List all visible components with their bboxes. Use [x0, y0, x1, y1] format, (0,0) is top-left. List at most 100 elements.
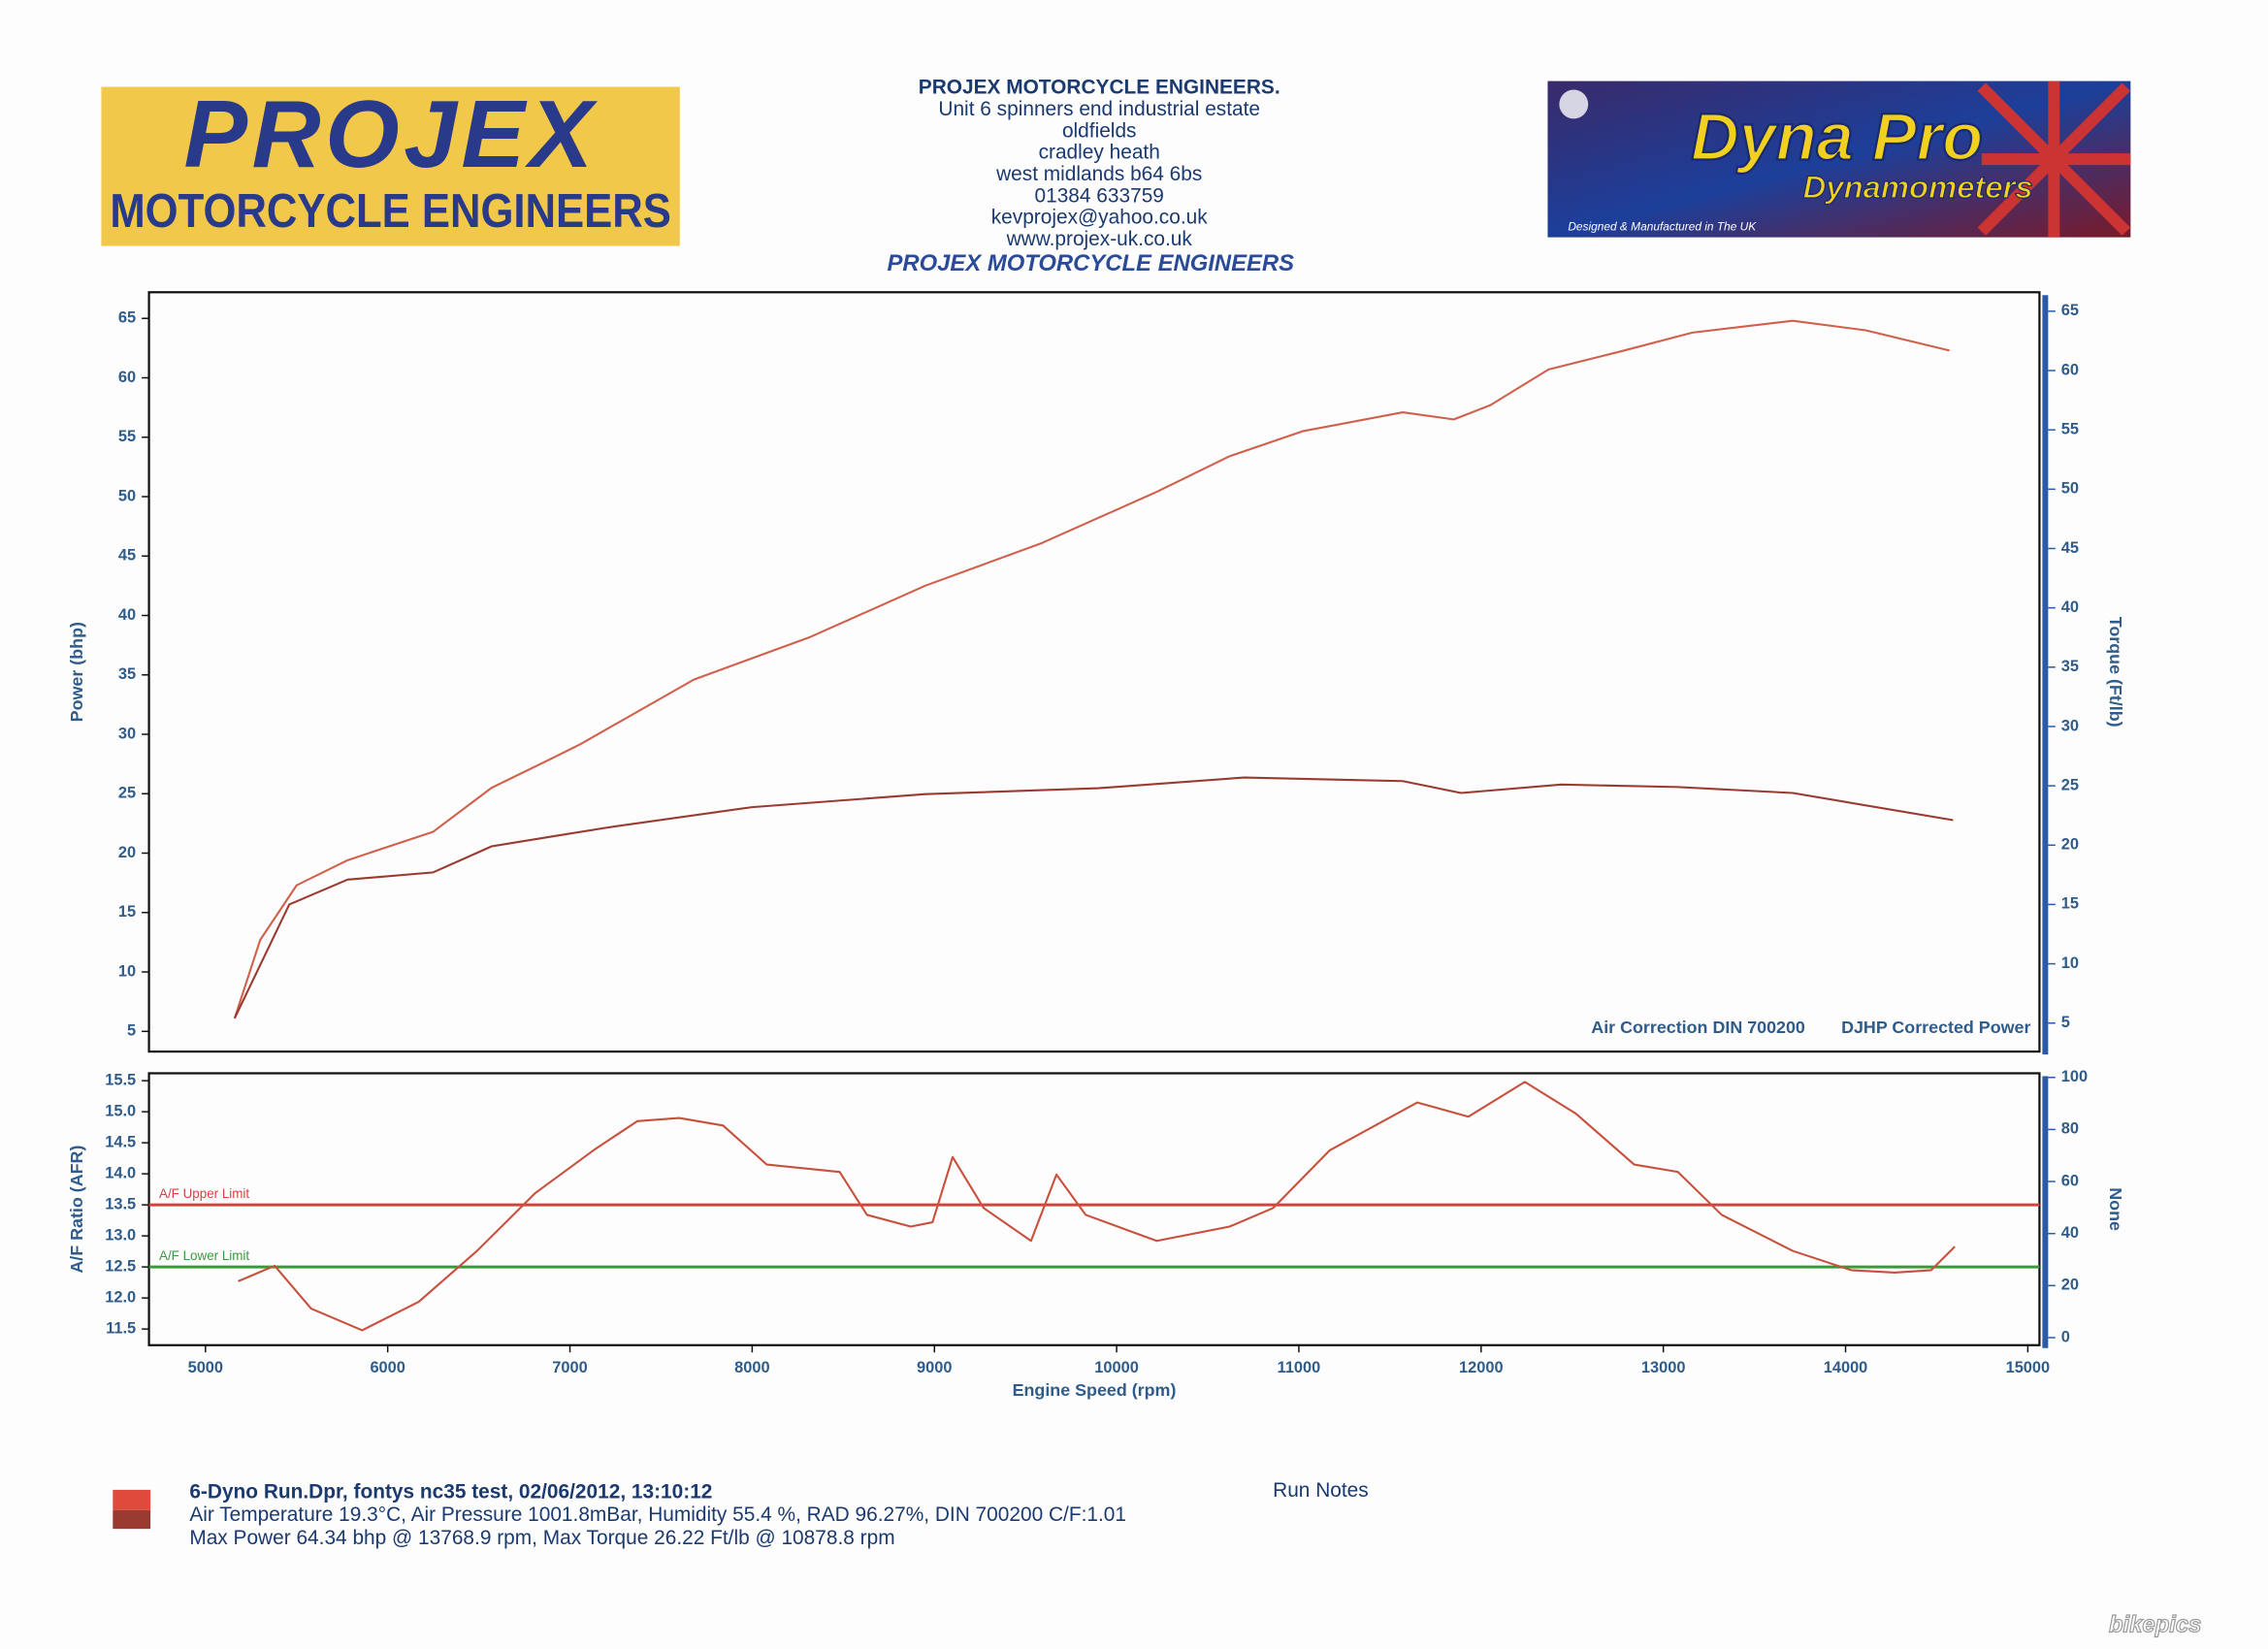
address-line: PROJEX MOTORCYCLE ENGINEERS. — [919, 77, 1280, 99]
logo-bg — [101, 86, 680, 246]
plot-frame — [147, 291, 2041, 1053]
logo-note: Designed & Manufactured in The UK — [1568, 219, 1757, 233]
data-line — [233, 319, 1950, 1019]
y2-tick-label: 0 — [2061, 1328, 2070, 1345]
y-tick-label: 50 — [118, 487, 136, 504]
y2-tick-label: 50 — [2061, 480, 2079, 498]
logo-subtitle: MOTORCYCLE ENGINEERS — [110, 184, 671, 238]
y-tick-label: 14.5 — [105, 1133, 136, 1150]
logo-title: Dyna Pro — [1691, 99, 1983, 174]
y-tick-label: 25 — [118, 785, 136, 802]
axis-bar — [2042, 295, 2049, 1055]
address-line: cradley heath — [1039, 142, 1160, 164]
y2-tick-label: 20 — [2061, 836, 2079, 854]
x-tick-label: 14000 — [1824, 1359, 1868, 1376]
annotation: Air Correction DIN 700200 — [1591, 1018, 1805, 1037]
address-line: Unit 6 spinners end industrial estate — [938, 98, 1260, 120]
y-tick-label: 45 — [118, 547, 136, 565]
x-tick-label: 13000 — [1641, 1359, 1686, 1376]
y2-tick-label: 30 — [2061, 717, 2079, 734]
logo-subtitle: Dynamometers — [1803, 169, 2033, 205]
data-line — [233, 776, 1954, 1019]
y2-tick-label: 100 — [2061, 1068, 2088, 1085]
y-axis-title: Power (bhp) — [67, 622, 86, 722]
heading: PROJEX MOTORCYCLE ENGINEERS — [887, 250, 1294, 276]
y-tick-label: 60 — [118, 369, 136, 386]
run-max: Max Power 64.34 bhp @ 13768.9 rpm, Max T… — [189, 1527, 894, 1549]
run-title: 6-Dyno Run.Dpr, fontys nc35 test, 02/06/… — [189, 1480, 712, 1503]
y2-tick-label: 60 — [2061, 361, 2079, 378]
y-tick-label: 11.5 — [106, 1319, 136, 1337]
y2-tick-label: 35 — [2061, 658, 2079, 675]
axis-bar — [2042, 1076, 2049, 1348]
y-tick-label: 12.5 — [105, 1257, 136, 1275]
x-tick-label: 10000 — [1094, 1359, 1139, 1376]
watermark: bikepics — [2109, 1611, 2201, 1637]
address-line: 01384 633759 — [1035, 184, 1164, 207]
run-conditions: Air Temperature 19.3°C, Air Pressure 100… — [189, 1504, 1126, 1526]
y-tick-label: 15.5 — [105, 1071, 136, 1088]
flare — [1559, 89, 1589, 119]
y2-tick-label: 15 — [2061, 895, 2079, 913]
x-tick-label: 15000 — [2006, 1359, 2051, 1376]
x-tick-label: 8000 — [734, 1359, 769, 1376]
charts: 5 10 15 20 25 30 35 40 45 50 55 60 65 5 10 15 20 25 30 35 40… — [67, 291, 2125, 1400]
x-tick-label: 7000 — [552, 1359, 587, 1376]
logo-left: PROJEX MOTORCYCLE ENGINEERS — [101, 81, 680, 246]
annotation: DJHP Corrected Power — [1841, 1018, 2030, 1037]
swatch — [113, 1509, 151, 1530]
y-tick-label: 14.0 — [105, 1164, 136, 1181]
y-axis-title: A/F Ratio (AFR) — [67, 1146, 86, 1274]
y2-axis-title: Torque (Ft/lb) — [2106, 617, 2125, 728]
y2-tick-label: 40 — [2061, 1224, 2079, 1242]
y-tick-label: 35 — [118, 665, 136, 683]
x-axis-title: Engine Speed (rpm) — [1013, 1380, 1177, 1400]
limit-label: A/F Upper Limit — [159, 1186, 249, 1201]
y2-tick-label: 20 — [2061, 1277, 2079, 1294]
y2-tick-label: 10 — [2061, 954, 2079, 972]
y-tick-label: 55 — [118, 428, 136, 445]
y-tick-label: 20 — [118, 844, 136, 861]
address-line: www.projex-uk.co.uk — [1006, 228, 1193, 250]
y2-tick-label: 25 — [2061, 776, 2079, 793]
address: PROJEX MOTORCYCLE ENGINEERS.Unit 6 spinn… — [919, 77, 1280, 251]
y-tick-label: 5 — [127, 1022, 136, 1040]
flag — [1977, 81, 2131, 238]
y2-tick-label: 40 — [2061, 598, 2079, 616]
run-notes: Run Notes — [1273, 1479, 1369, 1502]
limit-label: A/F Lower Limit — [159, 1248, 249, 1263]
y-tick-label: 65 — [118, 309, 136, 327]
y-tick-label: 15.0 — [105, 1102, 136, 1119]
y-tick-label: 13.5 — [105, 1195, 136, 1212]
y-tick-label: 12.0 — [105, 1288, 136, 1306]
y2-tick-label: 5 — [2061, 1014, 2070, 1031]
y2-axis-title: None — [2106, 1187, 2125, 1231]
y2-tick-label: 80 — [2061, 1120, 2079, 1138]
logo-title: PROJEX — [184, 81, 599, 187]
y-tick-label: 15 — [118, 903, 136, 921]
x-tick-label: 12000 — [1459, 1359, 1504, 1376]
y2-tick-label: 55 — [2061, 420, 2079, 437]
x-tick-label: 5000 — [188, 1359, 223, 1376]
swatch — [113, 1489, 151, 1510]
x-tick-label: 6000 — [370, 1359, 405, 1376]
x-tick-label: 9000 — [917, 1359, 952, 1376]
footer: 6-Dyno Run.Dpr, fontys nc35 test, 02/06/… — [113, 1479, 2202, 1638]
y2-tick-label: 45 — [2061, 539, 2079, 557]
logo-right: Dyna Pro Dynamometers Designed & Manufac… — [1547, 81, 2131, 238]
data-line — [238, 1081, 1956, 1332]
plot-frame — [147, 1072, 2041, 1346]
address-line: west midlands b64 6bs — [995, 163, 1202, 185]
y-tick-label: 40 — [118, 606, 136, 624]
y2-tick-label: 60 — [2061, 1172, 2079, 1189]
address-line: kevprojex@yahoo.co.uk — [991, 207, 1209, 229]
x-tick-label: 11000 — [1278, 1359, 1321, 1376]
y2-tick-label: 65 — [2061, 302, 2079, 319]
y-tick-label: 13.0 — [105, 1226, 136, 1244]
y-tick-label: 10 — [118, 962, 136, 980]
address-line: oldfields — [1062, 119, 1137, 142]
y-tick-label: 30 — [118, 725, 136, 742]
